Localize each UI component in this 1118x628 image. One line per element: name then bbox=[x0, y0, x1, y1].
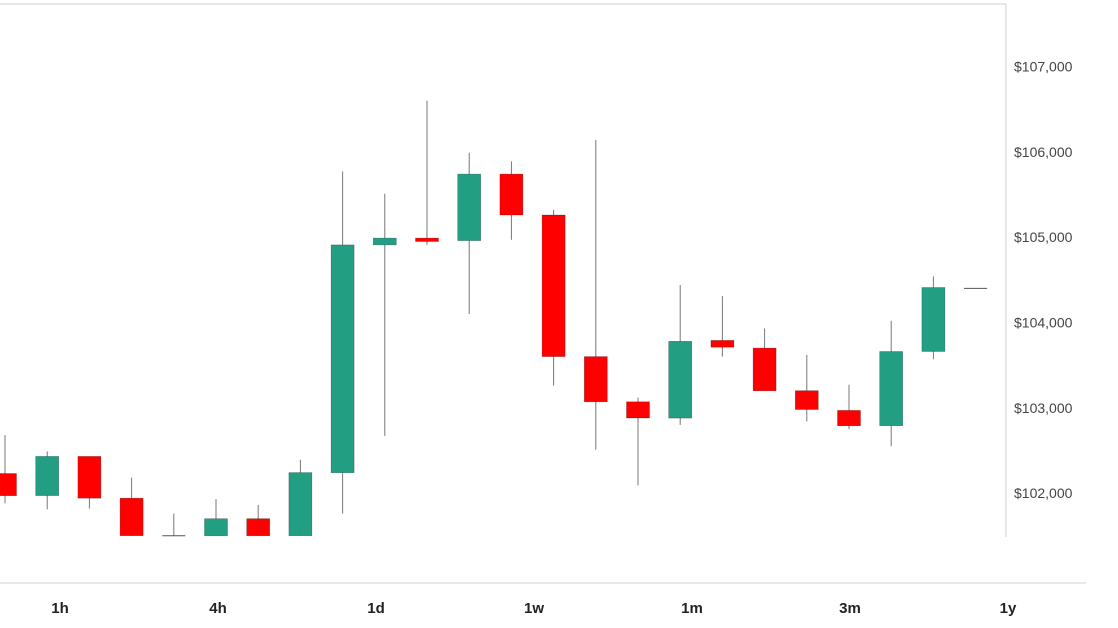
candle-body bbox=[752, 347, 777, 392]
candle-body bbox=[499, 173, 524, 216]
candle-wicks bbox=[4, 100, 934, 536]
y-axis-labels: $102,000 $103,000 $104,000 $105,000 $106,000… bbox=[1014, 59, 1073, 502]
y-tick-label: $104,000 bbox=[1014, 315, 1073, 331]
candle-body bbox=[77, 456, 102, 499]
candle-body bbox=[35, 456, 60, 496]
candle-body bbox=[330, 244, 355, 473]
candle-body bbox=[457, 173, 482, 241]
chart-frame bbox=[0, 3, 1086, 584]
candle-body bbox=[204, 518, 228, 537]
range-tab-1w[interactable]: 1w bbox=[523, 600, 544, 617]
range-tab-1y[interactable]: 1y bbox=[999, 600, 1017, 617]
candle-body bbox=[288, 472, 313, 537]
y-tick-label: $103,000 bbox=[1014, 400, 1073, 416]
y-tick-label: $105,000 bbox=[1014, 229, 1073, 245]
candle-body bbox=[879, 351, 904, 426]
candle-body bbox=[626, 401, 650, 419]
range-tab-3m[interactable]: 3m bbox=[839, 600, 861, 617]
y-tick-label: $106,000 bbox=[1014, 144, 1073, 160]
candle-body bbox=[119, 497, 144, 537]
y-tick-label: $107,000 bbox=[1014, 59, 1073, 75]
candle-body bbox=[794, 390, 819, 410]
range-tab-1h[interactable]: 1h bbox=[51, 600, 69, 617]
candle-body bbox=[246, 518, 270, 537]
y-tick-label: $102,000 bbox=[1014, 485, 1073, 501]
candle-body bbox=[541, 214, 566, 357]
candle-body bbox=[583, 356, 608, 403]
candle-body bbox=[372, 237, 397, 246]
range-tab-4h[interactable]: 4h bbox=[209, 600, 227, 617]
range-tab-1m[interactable]: 1m bbox=[681, 600, 703, 617]
candle-body bbox=[0, 473, 17, 497]
range-tab-1d[interactable]: 1d bbox=[367, 600, 385, 617]
candle-body bbox=[710, 340, 735, 348]
candle-bodies bbox=[0, 173, 988, 537]
candle-body bbox=[668, 340, 693, 419]
candle-body bbox=[921, 287, 946, 352]
candle-body bbox=[415, 237, 439, 242]
candle-body bbox=[837, 410, 861, 427]
